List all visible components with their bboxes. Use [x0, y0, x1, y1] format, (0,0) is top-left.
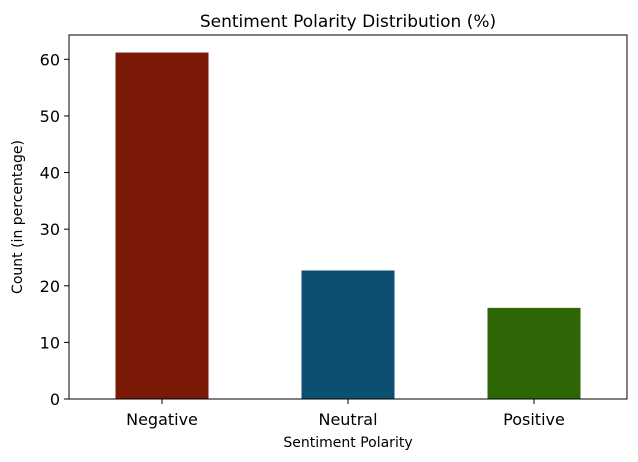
bar-neutral — [301, 270, 395, 399]
bar-negative — [115, 52, 209, 400]
y-tick-label: 0 — [50, 390, 60, 409]
y-tick-label: 30 — [40, 220, 60, 239]
y-tick-label: 50 — [40, 107, 60, 126]
y-tick-label: 60 — [40, 50, 60, 69]
x-tick-label: Negative — [126, 410, 198, 429]
chart-title: Sentiment Polarity Distribution (%) — [200, 12, 496, 32]
x-axis-title: Sentiment Polarity — [283, 435, 412, 451]
y-tick-label: 10 — [40, 333, 60, 352]
x-tick-label: Positive — [503, 410, 565, 429]
bar-positive — [487, 307, 581, 399]
y-tick-label: 20 — [40, 277, 60, 296]
x-tick-label: Neutral — [318, 410, 377, 429]
plot-frame — [68, 34, 628, 400]
y-axis-title: Count (in percentage) — [10, 140, 26, 294]
plot-area: 0 10 20 30 40 50 60 Negative Neutral Positive — [40, 50, 581, 429]
y-tick-label: 40 — [40, 164, 60, 183]
